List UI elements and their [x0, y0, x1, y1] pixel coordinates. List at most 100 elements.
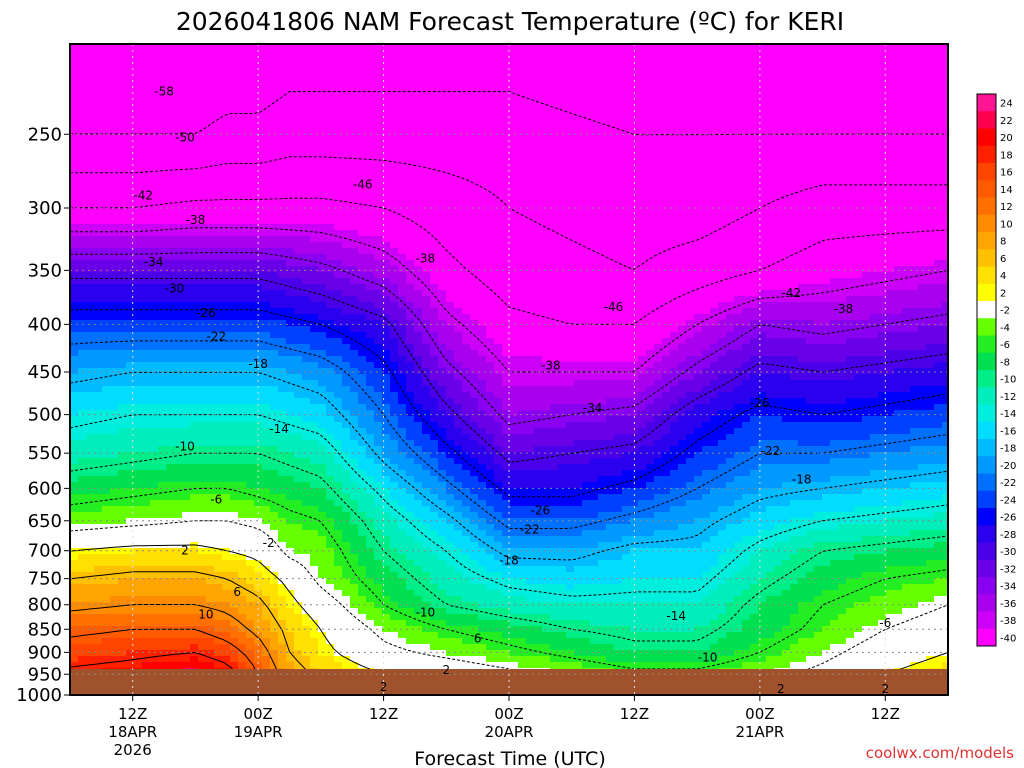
heatmap-cell [286, 272, 295, 279]
heatmap-cell [838, 200, 847, 207]
heatmap-cell [270, 92, 279, 99]
heatmap-cell [918, 248, 927, 255]
heatmap-cell [662, 236, 671, 243]
heatmap-cell [870, 278, 879, 285]
heatmap-cell [518, 128, 527, 135]
heatmap-cell [798, 230, 807, 237]
heatmap-cell [846, 140, 855, 147]
heatmap-cell [614, 212, 623, 219]
heatmap-cell [574, 182, 583, 189]
heatmap-cell [854, 146, 863, 153]
heatmap-cell [78, 98, 87, 105]
heatmap-cell [206, 140, 215, 147]
heatmap-cell [774, 206, 783, 213]
heatmap-cell [718, 98, 727, 105]
heatmap-cell [150, 158, 159, 165]
heatmap-cell [310, 146, 319, 153]
heatmap-cell [366, 74, 375, 81]
heatmap-cell [774, 272, 783, 279]
heatmap-cell [470, 158, 479, 165]
heatmap-cell [270, 248, 279, 255]
heatmap-cell [318, 110, 327, 117]
heatmap-cell [166, 254, 175, 261]
heatmap-cell [126, 224, 135, 231]
heatmap-cell [166, 302, 175, 309]
heatmap-cell [286, 164, 295, 171]
heatmap-cell [182, 266, 191, 273]
heatmap-cell [110, 278, 119, 285]
heatmap-cell [638, 50, 647, 57]
heatmap-cell [918, 200, 927, 207]
heatmap-cell [342, 50, 351, 57]
heatmap-cell [734, 260, 743, 267]
heatmap-cell [366, 308, 375, 315]
heatmap-cell [518, 122, 527, 129]
heatmap-cell [510, 254, 519, 261]
heatmap-cell [198, 80, 207, 87]
heatmap-cell [782, 194, 791, 201]
heatmap-cell [158, 206, 167, 213]
heatmap-cell [838, 242, 847, 249]
heatmap-cell [430, 236, 439, 243]
heatmap-cell [678, 74, 687, 81]
heatmap-cell [158, 134, 167, 141]
heatmap-cell [846, 296, 855, 303]
heatmap-cell [830, 122, 839, 129]
heatmap-cell [654, 146, 663, 153]
heatmap-cell [366, 110, 375, 117]
heatmap-cell [878, 56, 887, 63]
heatmap-cell [366, 206, 375, 213]
heatmap-cell [366, 278, 375, 285]
heatmap-cell [302, 140, 311, 147]
heatmap-cell [918, 218, 927, 225]
heatmap-cell [126, 284, 135, 291]
heatmap-cell [678, 302, 687, 309]
heatmap-cell [366, 104, 375, 111]
heatmap-cell [718, 110, 727, 117]
heatmap-cell [774, 68, 783, 75]
heatmap-cell [302, 296, 311, 303]
heatmap-cell [734, 230, 743, 237]
heatmap-cell [838, 212, 847, 219]
heatmap-cell [718, 254, 727, 261]
heatmap-cell [78, 158, 87, 165]
heatmap-cell [758, 230, 767, 237]
heatmap-cell [358, 272, 367, 279]
heatmap-cell [86, 140, 95, 147]
heatmap-cell [838, 56, 847, 63]
heatmap-cell [910, 104, 919, 111]
heatmap-cell [630, 74, 639, 81]
heatmap-cell [430, 170, 439, 177]
heatmap-cell [862, 176, 871, 183]
heatmap-cell [78, 56, 87, 63]
heatmap-cell [894, 254, 903, 261]
heatmap-cell [494, 236, 503, 243]
heatmap-cell [750, 200, 759, 207]
heatmap-cell [614, 164, 623, 171]
heatmap-cell [398, 206, 407, 213]
heatmap-cell [318, 182, 327, 189]
heatmap-cell [942, 104, 948, 111]
heatmap-cell [350, 314, 359, 321]
heatmap-cell [798, 74, 807, 81]
heatmap-cell [254, 56, 263, 63]
heatmap-cell [550, 224, 559, 231]
chart-title: 2026041806 NAM Forecast Temperature (ºC)… [176, 7, 844, 36]
heatmap-cell [926, 80, 935, 87]
heatmap-cell [366, 56, 375, 63]
heatmap-cell [830, 98, 839, 105]
heatmap-cell [126, 176, 135, 183]
heatmap-cell [374, 62, 383, 69]
heatmap-cell [830, 74, 839, 81]
heatmap-cell [246, 176, 255, 183]
heatmap-cell [838, 116, 847, 123]
heatmap-cell [150, 254, 159, 261]
heatmap-cell [870, 44, 879, 51]
heatmap-cell [86, 152, 95, 159]
heatmap-cell [470, 296, 479, 303]
heatmap-cell [654, 140, 663, 147]
heatmap-cell [822, 128, 831, 135]
heatmap-cell [406, 242, 415, 249]
heatmap-cell [646, 140, 655, 147]
heatmap-cell [246, 230, 255, 237]
